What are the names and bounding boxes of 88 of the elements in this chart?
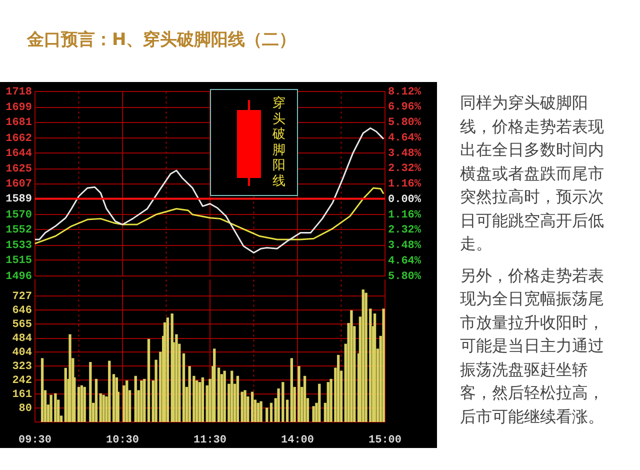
y-tick-label: 1662 xyxy=(6,132,32,145)
y-tick-label: 1699 xyxy=(6,102,32,114)
y2-tick-label: 8.12% xyxy=(388,86,422,98)
y-tick-label: 484 xyxy=(12,333,32,346)
y2-tick-label: 5.80% xyxy=(388,270,422,283)
y-tick-label: 1718 xyxy=(6,86,32,98)
text: 另外，价格走势若表现为全日宽幅振荡尾市放量拉升收阳时，可能是当日主力通过振荡洗盘驱赶坐轿客，然后轻松拉高，后市可能继续看涨。 xyxy=(460,264,605,428)
y-tick-label: 646 xyxy=(12,304,32,317)
bar xyxy=(83,386,86,422)
bar xyxy=(80,385,83,422)
bar xyxy=(318,384,321,422)
annotation: 穿头破脚阳线 xyxy=(272,96,286,189)
y-tick-label: 1552 xyxy=(6,224,32,236)
y-tick-label: 565 xyxy=(12,319,32,332)
bar xyxy=(143,378,146,422)
y2-tick-label: 5.80% xyxy=(388,117,422,130)
bar xyxy=(362,289,364,422)
x-tick-label: 14:00 xyxy=(280,434,314,446)
bar xyxy=(240,392,244,422)
bar xyxy=(196,380,198,422)
bar xyxy=(286,400,289,422)
bar xyxy=(270,402,273,422)
y-tick-label: 1625 xyxy=(6,164,32,176)
y-tick-label: 1515 xyxy=(6,254,32,267)
bar xyxy=(102,394,105,422)
y2-tick-label: 2.32% xyxy=(388,224,422,237)
bar xyxy=(364,292,368,422)
text: 同样为穿头破脚阳线，价格走势若表现出在全日多数时间内横盘或者盘跌而尾市突然拉高时，预示次日可能跳空高开后低走。 xyxy=(460,92,605,255)
bar xyxy=(290,358,293,422)
bar xyxy=(382,308,385,422)
bar xyxy=(350,310,353,422)
bar xyxy=(40,358,44,422)
bar xyxy=(94,378,98,422)
y-tick-label: 1533 xyxy=(6,240,32,252)
bar xyxy=(89,362,92,422)
y2-tick-label: 0.00% xyxy=(388,194,422,206)
y2-tick-label: 3.48% xyxy=(388,240,422,252)
chart-title: 金口预言：H、穿头破脚阳线（二） xyxy=(27,29,296,51)
y2-tick-label: 3.48% xyxy=(388,148,422,160)
y-tick-label: 242 xyxy=(12,374,32,387)
y-tick-label: 404 xyxy=(12,346,32,359)
x-tick-label: 11:30 xyxy=(193,434,227,446)
y-tick-label: 1644 xyxy=(6,148,32,160)
bar xyxy=(147,338,150,422)
bar xyxy=(166,318,170,422)
bar xyxy=(99,393,102,422)
bar xyxy=(298,366,300,422)
bar xyxy=(312,406,315,422)
bar xyxy=(256,402,260,422)
bar xyxy=(260,401,262,422)
bar xyxy=(250,392,254,422)
y2-tick-label: 4.64% xyxy=(388,255,422,268)
bar xyxy=(373,314,376,422)
bar xyxy=(112,374,116,422)
bar xyxy=(126,380,128,422)
x-tick-label: 15:00 xyxy=(368,434,402,446)
bar xyxy=(68,334,72,422)
y-tick-label: 727 xyxy=(12,290,32,303)
bar xyxy=(303,376,306,422)
y2-tick-label: 6.96% xyxy=(388,102,422,114)
bar xyxy=(108,360,111,422)
y-tick-label: 80 xyxy=(18,402,32,415)
bar xyxy=(337,354,340,422)
bar xyxy=(77,386,80,422)
y2-tick-label: 2.32% xyxy=(388,163,422,176)
x-tick-label: 10:30 xyxy=(106,434,140,446)
y2-tick-label: 1.16% xyxy=(388,178,422,191)
bar xyxy=(244,390,246,422)
x-tick-label: 09:30 xyxy=(18,434,52,446)
bar xyxy=(134,376,137,422)
bar xyxy=(230,370,234,422)
bar xyxy=(140,380,143,422)
y-tick-label: 1607 xyxy=(6,178,32,191)
y-tick-label: 161 xyxy=(12,388,32,401)
y-tick-label: 1496 xyxy=(6,270,32,283)
bar xyxy=(182,353,186,422)
bar xyxy=(201,377,204,422)
bar xyxy=(326,382,330,422)
bar xyxy=(217,368,220,422)
y-tick-label: 323 xyxy=(12,360,32,373)
bar xyxy=(236,376,240,422)
y-tick-label: 1570 xyxy=(6,209,32,222)
y2-tick-label: 4.64% xyxy=(388,132,422,144)
y-tick-label: 1589 xyxy=(6,194,32,206)
bar xyxy=(266,408,268,422)
y-tick-label: 1681 xyxy=(6,117,32,130)
y2-tick-label: 1.16% xyxy=(388,209,422,222)
bar xyxy=(50,394,52,422)
